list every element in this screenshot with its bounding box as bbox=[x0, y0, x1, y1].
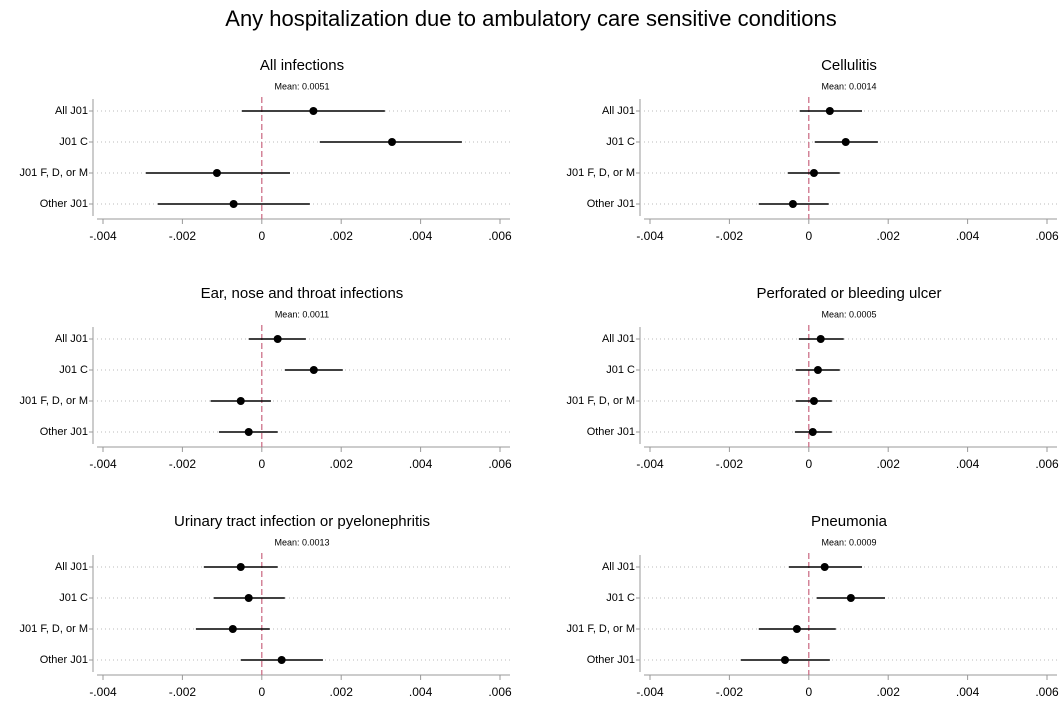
x-tick-label: .002 bbox=[330, 457, 354, 471]
x-tick-label: 0 bbox=[258, 685, 265, 699]
panel-title: Perforated or bleeding ulcer bbox=[756, 285, 941, 302]
x-tick-label: -.004 bbox=[89, 229, 117, 243]
point-estimate bbox=[388, 138, 397, 146]
point-estimate bbox=[825, 107, 834, 115]
y-tick-label: All J01 bbox=[55, 333, 88, 345]
point-estimate bbox=[813, 366, 822, 374]
y-tick-label: J01 C bbox=[59, 136, 88, 148]
point-estimate bbox=[236, 563, 245, 571]
panel-subtitle: Mean: 0.0013 bbox=[274, 537, 329, 547]
point-estimate bbox=[809, 169, 818, 177]
panel-title: Ear, nose and throat infections bbox=[201, 285, 404, 302]
y-tick-label: J01 F, D, or M bbox=[567, 395, 635, 407]
x-tick-label: .006 bbox=[1035, 685, 1059, 699]
y-tick-label: Other J01 bbox=[587, 426, 635, 438]
x-tick-label: 0 bbox=[805, 685, 812, 699]
y-tick-label: J01 F, D, or M bbox=[567, 623, 635, 635]
panel-title: Cellulitis bbox=[821, 57, 877, 74]
y-tick-label: All J01 bbox=[55, 105, 88, 117]
x-tick-label: .004 bbox=[956, 229, 980, 243]
y-tick-label: Other J01 bbox=[40, 426, 88, 438]
y-tick-label: Other J01 bbox=[587, 654, 635, 666]
y-tick-label: All J01 bbox=[602, 333, 635, 345]
point-estimate bbox=[816, 335, 825, 343]
x-tick-label: .006 bbox=[488, 685, 512, 699]
x-tick-label: .006 bbox=[488, 229, 512, 243]
y-tick-label: Other J01 bbox=[40, 654, 88, 666]
point-estimate bbox=[309, 366, 318, 374]
point-estimate bbox=[212, 169, 221, 177]
y-tick-label: J01 F, D, or M bbox=[567, 167, 635, 179]
x-tick-label: .006 bbox=[488, 457, 512, 471]
x-tick-label: -.002 bbox=[716, 229, 744, 243]
x-tick-label: -.004 bbox=[89, 457, 117, 471]
x-tick-label: -.002 bbox=[716, 685, 744, 699]
point-estimate bbox=[809, 397, 818, 405]
x-tick-label: -.002 bbox=[169, 685, 197, 699]
point-estimate bbox=[244, 428, 253, 436]
y-tick-label: J01 C bbox=[606, 364, 635, 376]
point-estimate bbox=[309, 107, 318, 115]
x-tick-label: .002 bbox=[877, 685, 901, 699]
panel-subtitle: Mean: 0.0009 bbox=[821, 537, 876, 547]
y-tick-label: J01 C bbox=[59, 364, 88, 376]
point-estimate bbox=[792, 625, 801, 633]
point-estimate bbox=[808, 428, 817, 436]
panel-subtitle: Mean: 0.0051 bbox=[274, 81, 329, 91]
x-tick-label: 0 bbox=[258, 229, 265, 243]
x-tick-label: .002 bbox=[330, 685, 354, 699]
y-tick-label: J01 C bbox=[606, 592, 635, 604]
panel-subtitle: Mean: 0.0011 bbox=[275, 309, 329, 319]
figure-title: Any hospitalization due to ambulatory ca… bbox=[225, 6, 836, 31]
x-tick-label: .004 bbox=[409, 457, 433, 471]
point-estimate bbox=[236, 397, 245, 405]
x-tick-label: .002 bbox=[877, 457, 901, 471]
x-tick-label: .006 bbox=[1035, 229, 1059, 243]
y-tick-label: All J01 bbox=[55, 561, 88, 573]
y-tick-label: All J01 bbox=[602, 561, 635, 573]
y-tick-label: All J01 bbox=[602, 105, 635, 117]
x-tick-label: -.004 bbox=[636, 229, 664, 243]
point-estimate bbox=[820, 563, 829, 571]
y-tick-label: Other J01 bbox=[587, 198, 635, 210]
panel-title: All infections bbox=[260, 57, 344, 74]
x-tick-label: -.002 bbox=[169, 229, 197, 243]
x-tick-label: .002 bbox=[330, 229, 354, 243]
point-estimate bbox=[244, 594, 253, 602]
point-estimate bbox=[228, 625, 237, 633]
x-tick-label: 0 bbox=[805, 457, 812, 471]
x-tick-label: 0 bbox=[258, 457, 265, 471]
x-tick-label: -.002 bbox=[716, 457, 744, 471]
x-tick-label: .004 bbox=[409, 685, 433, 699]
y-tick-label: J01 F, D, or M bbox=[20, 395, 88, 407]
panel-subtitle: Mean: 0.0014 bbox=[821, 81, 876, 91]
x-tick-label: .004 bbox=[956, 685, 980, 699]
x-tick-label: .006 bbox=[1035, 457, 1059, 471]
panel-subtitle: Mean: 0.0005 bbox=[821, 309, 876, 319]
point-estimate bbox=[273, 335, 282, 343]
point-estimate bbox=[788, 200, 797, 208]
panel-title: Pneumonia bbox=[811, 513, 888, 530]
x-tick-label: .004 bbox=[956, 457, 980, 471]
point-estimate bbox=[780, 656, 789, 664]
x-tick-label: -.002 bbox=[169, 457, 197, 471]
x-tick-label: .004 bbox=[409, 229, 433, 243]
x-tick-label: .002 bbox=[877, 229, 901, 243]
point-estimate bbox=[229, 200, 238, 208]
y-tick-label: J01 C bbox=[606, 136, 635, 148]
y-tick-label: J01 C bbox=[59, 592, 88, 604]
x-tick-label: -.004 bbox=[636, 685, 664, 699]
y-tick-label: Other J01 bbox=[40, 198, 88, 210]
x-tick-label: -.004 bbox=[89, 685, 117, 699]
x-tick-label: -.004 bbox=[636, 457, 664, 471]
y-tick-label: J01 F, D, or M bbox=[20, 167, 88, 179]
point-estimate bbox=[841, 138, 850, 146]
point-estimate bbox=[846, 594, 855, 602]
point-estimate bbox=[277, 656, 286, 664]
panel-title: Urinary tract infection or pyelonephriti… bbox=[174, 513, 430, 530]
x-tick-label: 0 bbox=[805, 229, 812, 243]
y-tick-label: J01 F, D, or M bbox=[20, 623, 88, 635]
